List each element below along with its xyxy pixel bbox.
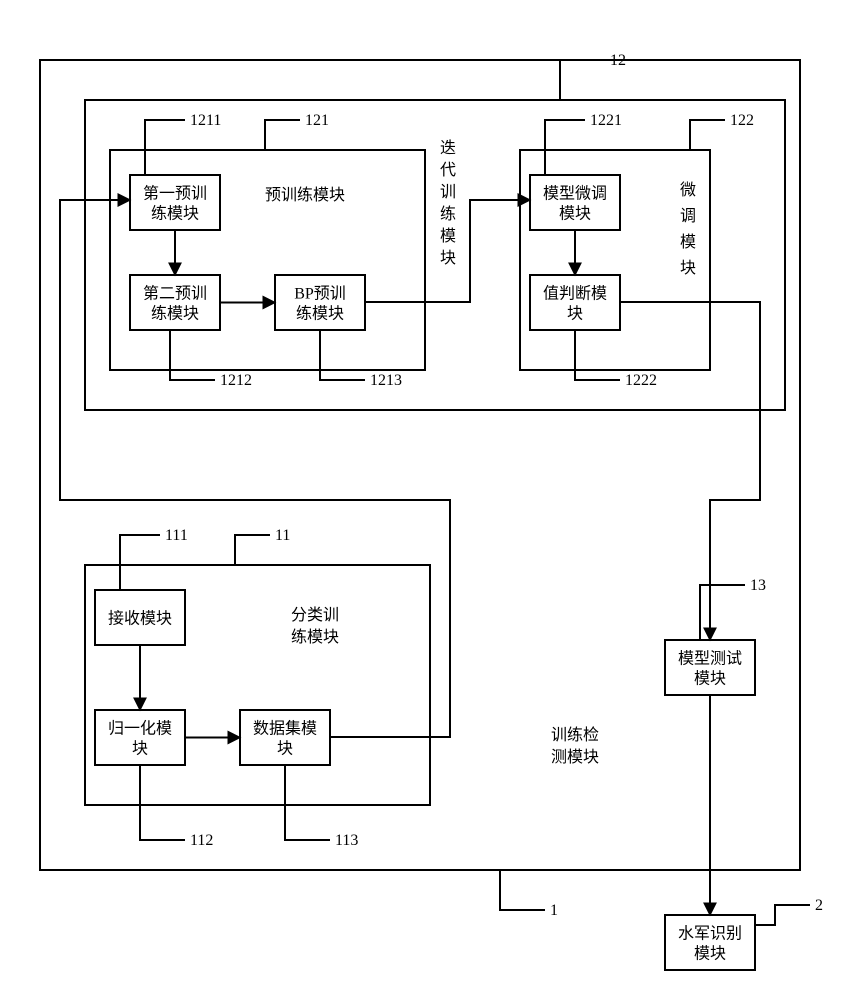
leader-text-L1211: 1211 bbox=[190, 112, 221, 129]
leader-text-L122: 122 bbox=[730, 112, 754, 129]
leader-text-L13: 13 bbox=[750, 577, 766, 594]
leader-text-L1221: 1221 bbox=[590, 112, 622, 129]
leader-text-L1212: 1212 bbox=[220, 372, 252, 389]
leader-text-L1: 1 bbox=[550, 902, 558, 919]
leader-text-L121: 121 bbox=[305, 112, 329, 129]
leader-text-L112: 112 bbox=[190, 832, 213, 849]
group-label-group121: 预训练模块 bbox=[265, 186, 345, 204]
leader-text-L1213: 1213 bbox=[370, 372, 402, 389]
leader-text-L11: 11 bbox=[275, 527, 290, 544]
box-text-b111: 接收模块 bbox=[108, 610, 172, 628]
leader-L2 bbox=[755, 905, 810, 925]
leader-text-L113: 113 bbox=[335, 832, 358, 849]
leader-L1 bbox=[500, 870, 545, 910]
leader-text-L12: 12 bbox=[610, 52, 626, 69]
leader-text-L111: 111 bbox=[165, 527, 188, 544]
leader-text-L2: 2 bbox=[815, 897, 823, 914]
leader-text-L1222: 1222 bbox=[625, 372, 657, 389]
